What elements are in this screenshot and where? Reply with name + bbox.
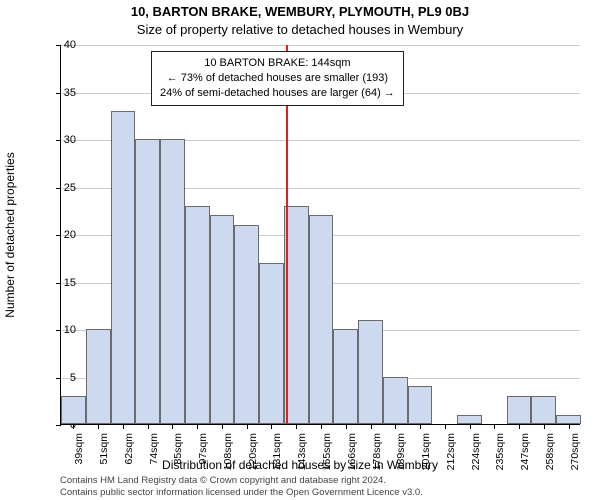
x-tick-mark xyxy=(544,424,545,429)
annotation-line2: ← 73% of detached houses are smaller (19… xyxy=(160,71,395,86)
histogram-bar xyxy=(457,415,482,425)
x-tick-mark xyxy=(519,424,520,429)
x-tick-mark xyxy=(271,424,272,429)
histogram-bar xyxy=(185,206,210,425)
plot-area: 10 BARTON BRAKE: 144sqm ← 73% of detache… xyxy=(60,45,580,425)
x-tick-mark xyxy=(296,424,297,429)
annotation-box: 10 BARTON BRAKE: 144sqm ← 73% of detache… xyxy=(151,51,404,106)
x-tick-mark xyxy=(247,424,248,429)
y-tick-label: 15 xyxy=(46,277,76,289)
histogram-bar xyxy=(259,263,284,425)
x-tick-mark xyxy=(346,424,347,429)
x-tick-mark xyxy=(420,424,421,429)
x-tick-mark xyxy=(222,424,223,429)
histogram-bar xyxy=(556,415,581,425)
histogram-bar xyxy=(507,396,532,425)
x-tick-mark xyxy=(98,424,99,429)
attribution-line2: Contains public sector information licen… xyxy=(60,487,423,498)
annotation-line3: 24% of semi-detached houses are larger (… xyxy=(160,86,395,101)
histogram-bar xyxy=(383,377,408,425)
x-tick-mark xyxy=(321,424,322,429)
y-tick-label: 35 xyxy=(46,87,76,99)
y-tick-label: 30 xyxy=(46,134,76,146)
histogram-bar xyxy=(309,215,334,424)
x-tick-mark xyxy=(172,424,173,429)
histogram-bar xyxy=(333,329,358,424)
y-tick-label: 5 xyxy=(46,372,76,384)
attribution-line1: Contains HM Land Registry data © Crown c… xyxy=(60,475,423,486)
histogram-bar xyxy=(358,320,383,425)
histogram-bar xyxy=(408,386,433,424)
x-tick-mark xyxy=(371,424,372,429)
x-tick-mark xyxy=(148,424,149,429)
histogram-bar xyxy=(86,329,111,424)
x-tick-mark xyxy=(123,424,124,429)
y-tick-label: 20 xyxy=(46,229,76,241)
y-tick-label: 10 xyxy=(46,324,76,336)
x-axis-label: Distribution of detached houses by size … xyxy=(0,458,600,472)
histogram-bar xyxy=(531,396,556,425)
x-tick-mark xyxy=(470,424,471,429)
histogram-bar xyxy=(210,215,235,424)
y-tick-label: 40 xyxy=(46,39,76,51)
y-axis-label: Number of detached properties xyxy=(3,152,17,317)
histogram-bar xyxy=(111,111,136,425)
chart-title-main: 10, BARTON BRAKE, WEMBURY, PLYMOUTH, PL9… xyxy=(0,4,600,19)
histogram-chart: 10, BARTON BRAKE, WEMBURY, PLYMOUTH, PL9… xyxy=(0,0,600,500)
x-tick-mark xyxy=(395,424,396,429)
attribution: Contains HM Land Registry data © Crown c… xyxy=(60,475,423,498)
chart-title-sub: Size of property relative to detached ho… xyxy=(0,22,600,37)
histogram-bar xyxy=(160,139,185,424)
gridline xyxy=(61,45,580,46)
x-tick-mark xyxy=(494,424,495,429)
annotation-line1: 10 BARTON BRAKE: 144sqm xyxy=(160,56,395,71)
y-tick-label: 25 xyxy=(46,182,76,194)
histogram-bar xyxy=(234,225,259,425)
x-tick-mark xyxy=(445,424,446,429)
histogram-bar xyxy=(61,396,86,425)
x-tick-mark xyxy=(197,424,198,429)
x-tick-mark xyxy=(569,424,570,429)
histogram-bar xyxy=(135,139,160,424)
